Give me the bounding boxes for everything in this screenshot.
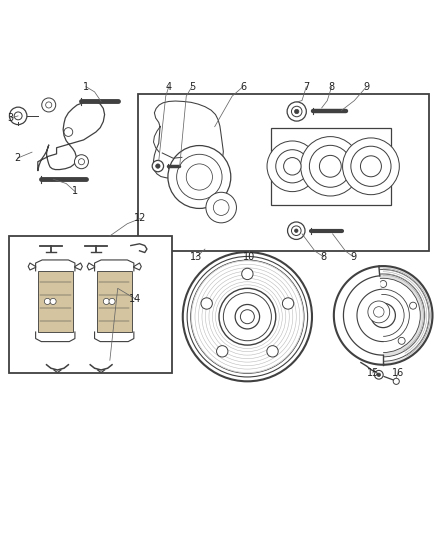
- Circle shape: [284, 158, 301, 175]
- Circle shape: [223, 293, 272, 341]
- Polygon shape: [38, 101, 105, 171]
- Circle shape: [337, 270, 429, 361]
- Text: 15: 15: [367, 368, 379, 378]
- Circle shape: [410, 302, 417, 309]
- Circle shape: [309, 146, 351, 187]
- Circle shape: [362, 294, 404, 336]
- Text: 2: 2: [14, 153, 21, 163]
- Text: 4: 4: [166, 82, 172, 92]
- Circle shape: [74, 155, 88, 169]
- Circle shape: [319, 156, 341, 177]
- Circle shape: [334, 266, 432, 365]
- Circle shape: [267, 345, 278, 357]
- Circle shape: [235, 304, 260, 329]
- Text: 9: 9: [350, 252, 357, 262]
- Circle shape: [343, 138, 399, 195]
- Circle shape: [78, 159, 85, 165]
- Text: 8: 8: [321, 252, 327, 262]
- Text: 6: 6: [240, 82, 246, 92]
- Circle shape: [187, 256, 307, 377]
- Text: 13: 13: [190, 252, 202, 262]
- Circle shape: [267, 141, 318, 192]
- Text: 14: 14: [129, 294, 141, 304]
- Circle shape: [177, 154, 222, 200]
- Bar: [138, 94, 428, 251]
- Text: 3: 3: [7, 113, 14, 123]
- Text: 8: 8: [328, 82, 335, 92]
- Circle shape: [342, 274, 425, 357]
- Text: 5: 5: [189, 82, 195, 92]
- Circle shape: [201, 298, 212, 309]
- Circle shape: [168, 146, 231, 208]
- Text: 1: 1: [72, 187, 78, 196]
- Circle shape: [283, 298, 294, 309]
- Polygon shape: [95, 260, 134, 271]
- Circle shape: [288, 222, 305, 239]
- Circle shape: [294, 109, 299, 114]
- Text: 7: 7: [303, 82, 310, 92]
- Text: 16: 16: [392, 368, 404, 378]
- Circle shape: [14, 112, 22, 120]
- Circle shape: [374, 306, 384, 317]
- Circle shape: [368, 301, 390, 323]
- Circle shape: [350, 302, 357, 309]
- Circle shape: [351, 146, 391, 187]
- Wedge shape: [332, 264, 383, 367]
- Bar: [97, 271, 132, 332]
- Circle shape: [103, 298, 110, 304]
- Circle shape: [64, 128, 73, 136]
- Circle shape: [380, 280, 387, 287]
- Circle shape: [393, 378, 399, 384]
- Circle shape: [109, 298, 115, 304]
- Circle shape: [291, 226, 301, 236]
- Circle shape: [371, 303, 396, 328]
- Circle shape: [276, 150, 309, 183]
- Polygon shape: [153, 101, 223, 179]
- Circle shape: [191, 260, 304, 374]
- Circle shape: [46, 102, 52, 108]
- Text: 1: 1: [83, 82, 89, 92]
- Circle shape: [152, 160, 163, 172]
- Circle shape: [50, 298, 56, 304]
- Circle shape: [186, 164, 212, 190]
- Circle shape: [219, 288, 276, 345]
- Circle shape: [44, 298, 50, 304]
- Text: 10: 10: [243, 252, 255, 262]
- Circle shape: [294, 229, 298, 232]
- Circle shape: [360, 156, 381, 177]
- Circle shape: [240, 310, 254, 324]
- Polygon shape: [95, 332, 134, 342]
- Circle shape: [287, 102, 306, 121]
- Circle shape: [42, 98, 56, 112]
- Circle shape: [155, 164, 160, 168]
- Circle shape: [357, 289, 410, 342]
- Polygon shape: [35, 260, 75, 271]
- Bar: [272, 128, 392, 205]
- Circle shape: [374, 370, 383, 379]
- Circle shape: [291, 106, 302, 117]
- Circle shape: [300, 136, 360, 196]
- Circle shape: [216, 345, 228, 357]
- Bar: [38, 271, 73, 332]
- Text: 12: 12: [134, 214, 147, 223]
- Polygon shape: [35, 332, 75, 342]
- Bar: [9, 236, 172, 374]
- Circle shape: [10, 107, 27, 125]
- Circle shape: [346, 278, 420, 352]
- Circle shape: [206, 192, 237, 223]
- Circle shape: [361, 337, 368, 344]
- Circle shape: [377, 373, 381, 376]
- Circle shape: [398, 337, 405, 344]
- Circle shape: [213, 200, 229, 215]
- Text: 9: 9: [364, 82, 370, 92]
- Circle shape: [242, 268, 253, 280]
- Circle shape: [183, 252, 312, 381]
